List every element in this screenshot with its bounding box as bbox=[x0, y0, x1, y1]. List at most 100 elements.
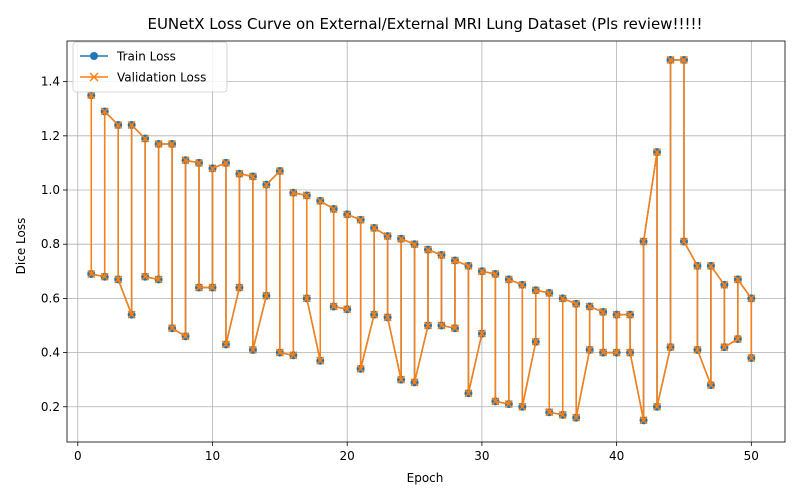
data-point bbox=[275, 167, 284, 176]
data-point bbox=[639, 416, 648, 425]
data-point bbox=[248, 172, 257, 181]
data-point bbox=[208, 283, 217, 292]
data-point bbox=[518, 402, 527, 411]
data-point bbox=[585, 302, 594, 311]
data-point bbox=[370, 310, 379, 319]
data-point bbox=[100, 107, 109, 116]
data-point bbox=[410, 378, 419, 387]
data-point bbox=[114, 275, 123, 284]
data-point bbox=[531, 337, 540, 346]
data-point bbox=[504, 400, 513, 409]
data-point bbox=[599, 307, 608, 316]
data-point bbox=[127, 310, 136, 319]
data-point bbox=[666, 55, 675, 64]
data-point bbox=[383, 313, 392, 322]
data-point bbox=[626, 348, 635, 357]
legend-box bbox=[72, 41, 228, 93]
data-point bbox=[720, 343, 729, 352]
y-tick-label: 0.2 bbox=[41, 400, 60, 414]
data-point bbox=[720, 280, 729, 289]
data-point bbox=[491, 397, 500, 406]
data-point bbox=[383, 232, 392, 241]
series-layer bbox=[87, 55, 756, 425]
data-point bbox=[262, 180, 271, 189]
data-point bbox=[100, 272, 109, 281]
data-point bbox=[450, 324, 459, 333]
data-point bbox=[397, 234, 406, 243]
data-point bbox=[329, 302, 338, 311]
data-point bbox=[370, 223, 379, 232]
x-tick-label: 50 bbox=[744, 449, 759, 463]
data-point bbox=[423, 321, 433, 330]
data-point bbox=[531, 286, 540, 295]
data-point bbox=[356, 364, 365, 373]
data-point bbox=[733, 275, 742, 284]
data-point bbox=[558, 294, 567, 303]
data-point bbox=[262, 291, 271, 300]
data-point bbox=[477, 267, 486, 276]
data-point bbox=[329, 204, 338, 214]
data-point bbox=[397, 375, 406, 384]
data-point bbox=[181, 156, 190, 165]
data-point bbox=[289, 188, 298, 197]
y-tick-label: 1.2 bbox=[41, 129, 60, 143]
data-point bbox=[733, 335, 742, 344]
data-point bbox=[666, 343, 675, 352]
data-point bbox=[154, 275, 163, 284]
data-point bbox=[194, 158, 204, 167]
data-point bbox=[477, 329, 486, 338]
data-point bbox=[652, 148, 662, 157]
axis-ticks: 0 10 20 30 40 50 0.2 0.4 0.6 0.8 1.0 1.2 1.4 bbox=[41, 75, 759, 463]
y-tick-label: 0.4 bbox=[41, 346, 60, 360]
data-point bbox=[248, 345, 257, 354]
plot-frame bbox=[66, 40, 786, 443]
y-tick-label: 0.8 bbox=[41, 237, 60, 251]
data-point bbox=[747, 294, 756, 303]
data-point bbox=[168, 139, 177, 148]
legend-val-marker bbox=[89, 72, 99, 82]
legend-train-label: Train Loss bbox=[116, 50, 176, 64]
x-tick-label: 40 bbox=[609, 449, 624, 463]
data-point bbox=[612, 310, 621, 319]
data-point bbox=[275, 348, 284, 357]
chart-title: EUNetX Loss Curve on External/External M… bbox=[147, 15, 702, 33]
y-tick-label: 1.4 bbox=[41, 75, 60, 89]
data-point bbox=[639, 237, 648, 246]
data-point bbox=[679, 55, 688, 64]
data-point bbox=[302, 294, 311, 303]
data-point bbox=[87, 269, 96, 279]
data-point bbox=[208, 164, 217, 173]
data-point bbox=[706, 261, 715, 270]
data-point bbox=[343, 305, 352, 314]
data-point bbox=[316, 356, 325, 365]
data-point bbox=[545, 288, 554, 298]
data-point bbox=[87, 91, 96, 100]
data-point bbox=[289, 351, 298, 360]
y-tick-label: 1.0 bbox=[41, 183, 60, 197]
data-point bbox=[585, 345, 594, 354]
data-point bbox=[221, 158, 230, 167]
data-point bbox=[127, 120, 136, 130]
x-tick-label: 0 bbox=[74, 449, 82, 463]
legend-val-label: Validation Loss bbox=[117, 71, 206, 85]
data-point bbox=[423, 245, 433, 254]
data-point bbox=[410, 240, 419, 249]
data-point bbox=[518, 280, 527, 289]
data-point bbox=[343, 210, 352, 219]
x-axis-label: Epoch bbox=[407, 471, 444, 485]
data-point bbox=[437, 251, 446, 260]
data-point bbox=[747, 353, 756, 363]
y-axis-label: Dice Loss bbox=[14, 218, 28, 275]
x-tick-label: 10 bbox=[205, 449, 220, 463]
data-point bbox=[154, 139, 163, 148]
data-point bbox=[558, 410, 567, 419]
legend-train-marker bbox=[90, 52, 98, 60]
data-point bbox=[626, 310, 635, 319]
series-line bbox=[90, 59, 753, 422]
data-point bbox=[572, 413, 581, 422]
data-point bbox=[706, 381, 715, 390]
legend: Train Loss Validation Loss bbox=[72, 41, 228, 93]
data-point bbox=[141, 272, 150, 281]
x-tick-label: 20 bbox=[340, 449, 355, 463]
data-point bbox=[302, 191, 311, 200]
